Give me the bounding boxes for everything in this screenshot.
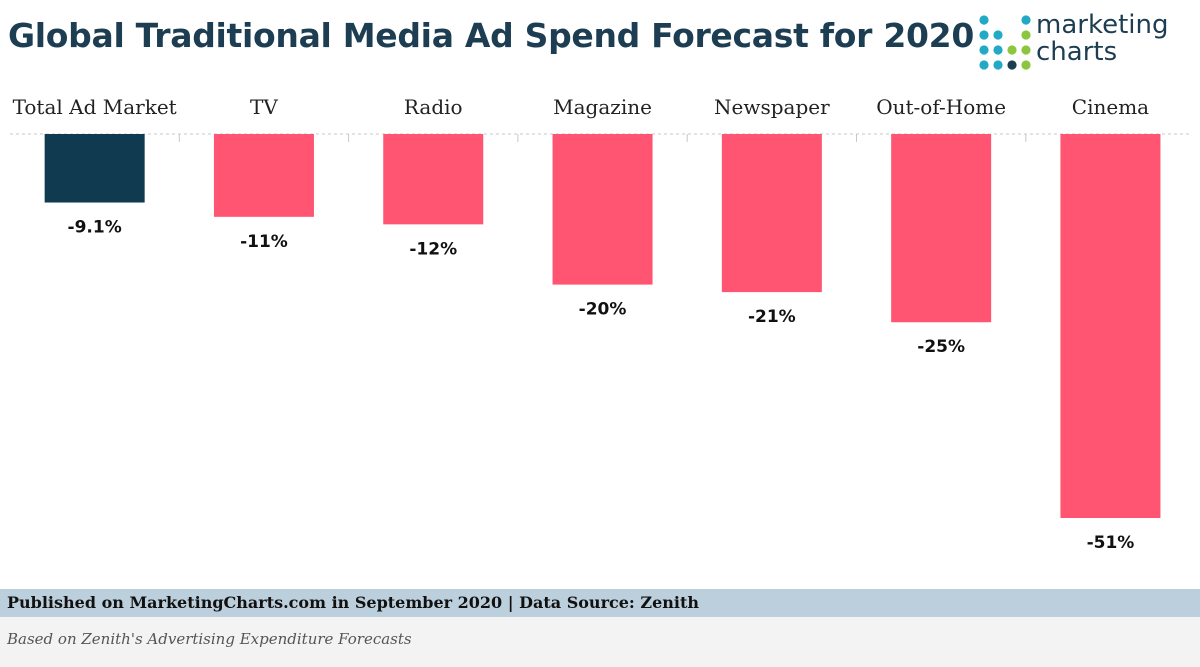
logo-dot	[1021, 30, 1031, 40]
value-label: -12%	[409, 239, 457, 259]
value-label: -9.1%	[68, 218, 122, 238]
value-label: -20%	[579, 300, 627, 320]
category-label: Magazine	[553, 95, 652, 119]
marketingcharts-logo: marketing charts	[976, 12, 1196, 74]
logo-dot	[1021, 60, 1031, 70]
chart-title: Global Traditional Media Ad Spend Foreca…	[8, 16, 974, 55]
bar	[44, 134, 145, 203]
category-label: Newspaper	[714, 95, 830, 119]
logo-dot	[979, 15, 989, 25]
bar	[383, 134, 484, 225]
value-label: -25%	[917, 337, 965, 357]
logo-text-line1: marketing	[1036, 10, 1169, 40]
category-label: Cinema	[1072, 95, 1149, 119]
bar	[213, 134, 314, 217]
logo-dot	[1021, 15, 1031, 25]
value-label: -11%	[240, 232, 288, 252]
chart-header: Global Traditional Media Ad Spend Foreca…	[0, 0, 1200, 84]
value-label: -51%	[1087, 533, 1135, 553]
logo-dot	[993, 30, 1003, 40]
bar-chart: Total Ad Market -9.1% TV -11% Radio -12% Magaz…	[10, 95, 1192, 553]
logo-dot	[979, 45, 989, 55]
logo-dots-icon	[979, 15, 1031, 70]
bar	[891, 134, 992, 323]
logo-dot	[993, 45, 1003, 55]
logo-dot	[993, 60, 1003, 70]
logo-text-line2: charts	[1036, 37, 1118, 67]
logo-dot	[1007, 45, 1017, 55]
value-label: -21%	[748, 307, 796, 327]
category-label: TV	[250, 95, 278, 119]
logo-dot	[1007, 60, 1017, 70]
bar	[552, 134, 653, 285]
footnote: Based on Zenith's Advertising Expenditur…	[0, 617, 1200, 667]
logo-dot	[1021, 45, 1031, 55]
source-bar: Published on MarketingCharts.com in Sept…	[0, 589, 1200, 617]
bar	[1060, 134, 1161, 518]
logo-dot	[979, 60, 989, 70]
category-label: Total Ad Market	[13, 95, 177, 119]
logo-text: marketing charts	[1036, 12, 1196, 66]
category-label: Radio	[404, 95, 463, 119]
bar	[721, 134, 822, 293]
logo-dot	[979, 30, 989, 40]
category-label: Out-of-Home	[876, 95, 1006, 119]
